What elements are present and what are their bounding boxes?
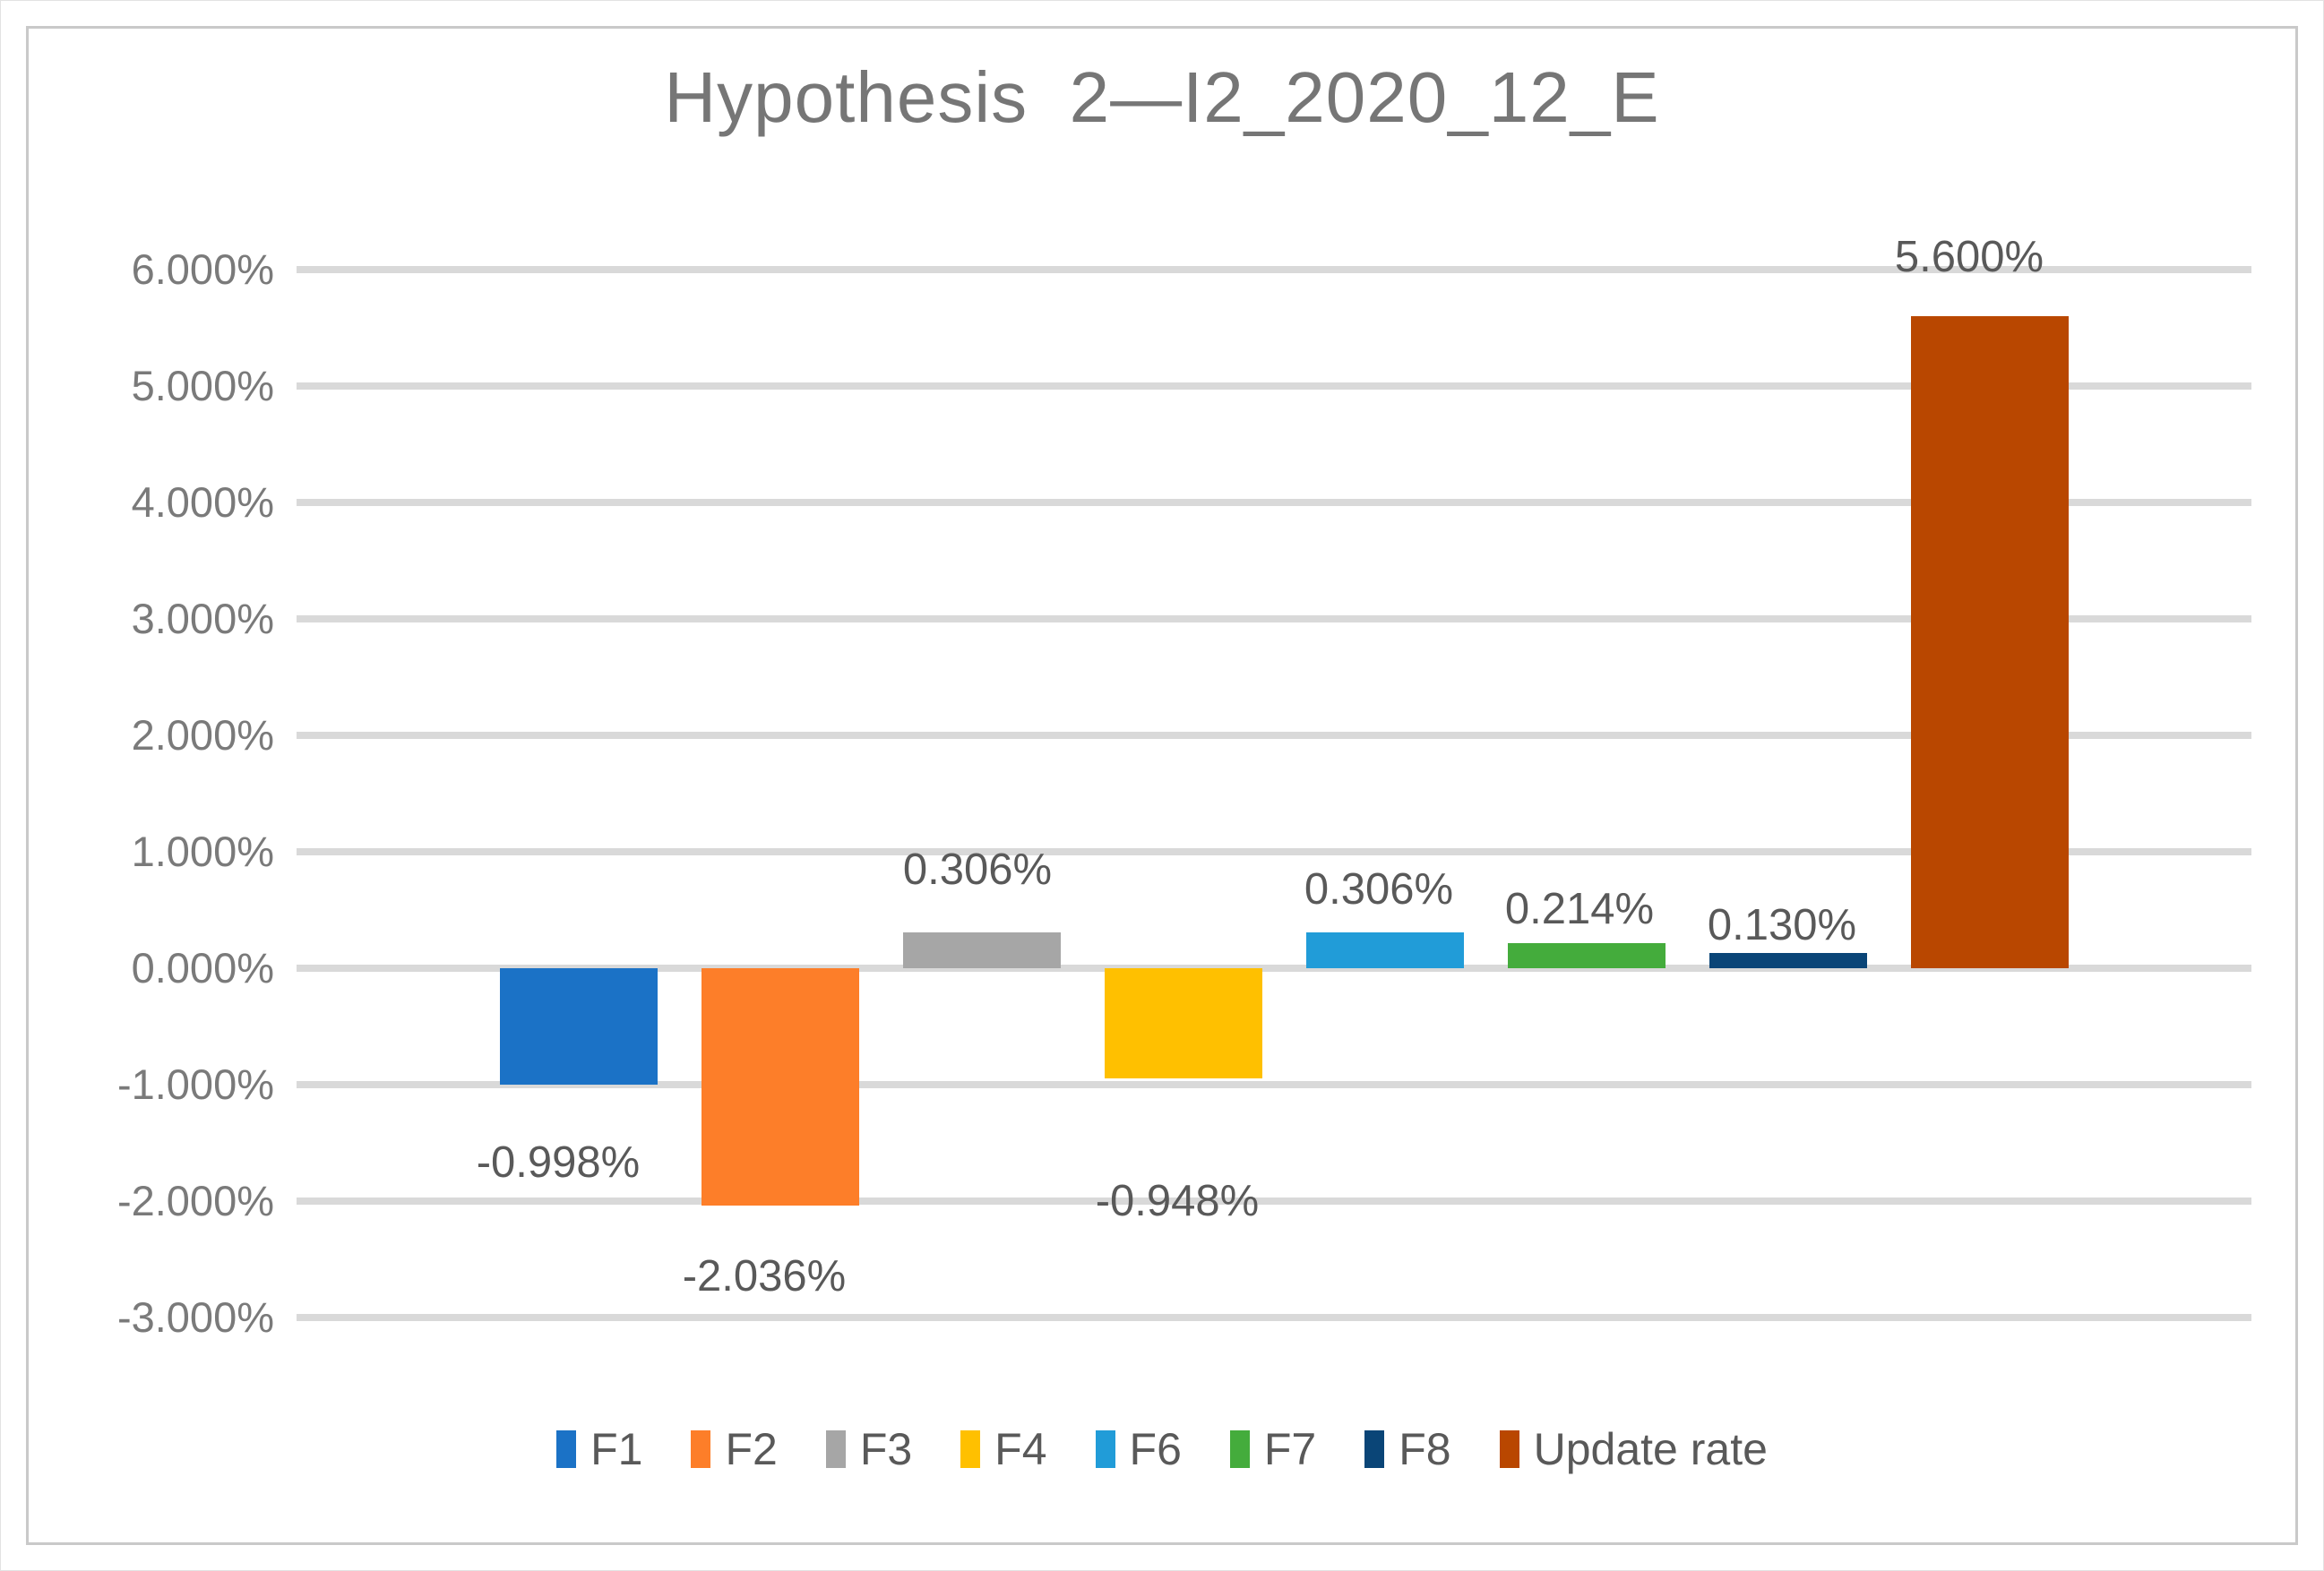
chart-title: Hypothesis 2—I2_2020_12_E <box>664 57 1660 137</box>
gridline-4.000% <box>297 499 2251 506</box>
y-axis-tick-label: 6.000% <box>131 245 274 293</box>
data-label-update-rate: 5.600% <box>1894 233 2044 281</box>
legend-swatch-icon <box>1229 1430 1250 1468</box>
y-axis-tick-label: 1.000% <box>131 828 274 875</box>
legend-swatch-icon <box>1499 1430 1519 1468</box>
legend-item-f1[interactable]: F1 <box>556 1427 642 1472</box>
legend: F1 F2 F3 F4 F6 F7 F8 Update rate <box>1 1427 2323 1472</box>
bar-f1[interactable] <box>500 968 658 1085</box>
legend-item-f6[interactable]: F6 <box>1095 1424 1182 1474</box>
gridline-1.000% <box>297 848 2251 855</box>
bar-update-rate[interactable] <box>1911 316 2069 968</box>
legend-swatch-icon <box>1095 1430 1115 1468</box>
bar-f2[interactable] <box>702 968 859 1206</box>
legend-label: F7 <box>1263 1424 1317 1474</box>
legend-swatch-icon <box>960 1430 981 1468</box>
data-label-f8: 0.130% <box>1707 901 1857 949</box>
legend-item-f4[interactable]: F4 <box>960 1424 1047 1474</box>
bar-f6[interactable] <box>1306 932 1464 968</box>
y-axis-tick-label: 4.000% <box>131 478 274 526</box>
data-label-f3: 0.306% <box>902 846 1053 894</box>
bar-f8[interactable] <box>1709 953 1867 968</box>
legend-swatch-icon <box>1364 1430 1385 1468</box>
data-label-f4: -0.948% <box>1095 1177 1260 1225</box>
gridline-0.000% <box>297 965 2251 972</box>
legend-item-f2[interactable]: F2 <box>691 1424 778 1474</box>
legend-label: F1 <box>590 1424 643 1474</box>
legend-swatch-icon <box>825 1430 846 1468</box>
data-label-f7: 0.214% <box>1504 885 1655 933</box>
bar-f3[interactable] <box>903 932 1061 968</box>
legend-item-update-rate[interactable]: Update rate <box>1499 1424 1768 1474</box>
y-axis-tick-label: 2.000% <box>131 711 274 759</box>
legend-swatch-icon <box>691 1430 711 1468</box>
y-axis-tick-label: 0.000% <box>131 944 274 992</box>
y-axis-tick-label: 3.000% <box>131 595 274 642</box>
legend-item-f3[interactable]: F3 <box>825 1424 913 1474</box>
gridline--3.000% <box>297 1314 2251 1321</box>
gridline-6.000% <box>297 266 2251 273</box>
y-axis-tick-label: -2.000% <box>116 1177 274 1224</box>
bar-f7[interactable] <box>1508 943 1666 968</box>
legend-item-f8[interactable]: F8 <box>1364 1424 1451 1474</box>
y-axis-tick-label: -3.000% <box>116 1293 274 1341</box>
gridline--2.000% <box>297 1198 2251 1205</box>
legend-label: F2 <box>725 1424 778 1474</box>
y-axis-tick-label: 5.000% <box>131 362 274 409</box>
legend-label: F8 <box>1399 1424 1451 1474</box>
legend-label: F4 <box>994 1424 1047 1474</box>
bar-f4[interactable] <box>1105 968 1262 1078</box>
legend-label: Update rate <box>1533 1424 1768 1474</box>
gridline-5.000% <box>297 382 2251 390</box>
legend-label: F3 <box>859 1424 913 1474</box>
gridline--1.000% <box>297 1081 2251 1088</box>
legend-swatch-icon <box>556 1430 577 1468</box>
data-label-f2: -2.036% <box>682 1252 847 1301</box>
legend-label: F6 <box>1129 1424 1182 1474</box>
y-axis-tick-label: -1.000% <box>116 1060 274 1108</box>
gridline-2.000% <box>297 732 2251 739</box>
gridline-3.000% <box>297 615 2251 622</box>
legend-item-f7[interactable]: F7 <box>1229 1424 1317 1474</box>
data-label-f1: -0.998% <box>476 1138 641 1187</box>
data-label-f6: 0.306% <box>1304 865 1454 914</box>
